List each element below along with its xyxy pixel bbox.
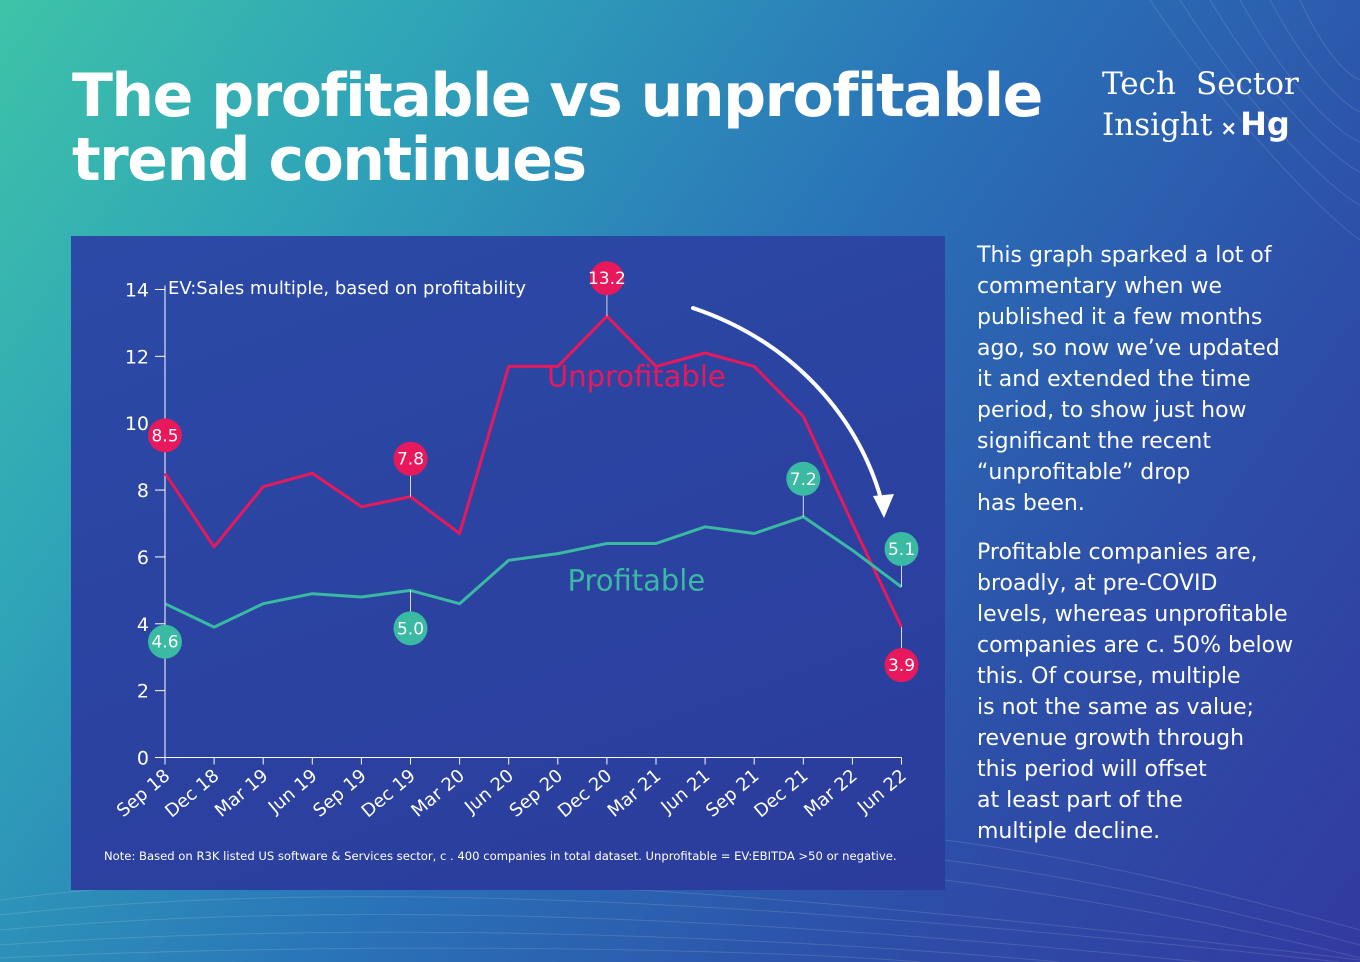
chart-title: EV:Sales multiple, based on profitabilit… [168,278,527,299]
series-line-profitable [164,515,903,629]
brand-logo: Tech Sector Insight × Hg [1102,64,1302,148]
commentary-paragraph-1: This graph sparked a lot of commentary w… [977,240,1307,519]
commentary-line: significant the recent [977,429,1211,454]
commentary-line: ago, so now we’ve updated [977,336,1280,361]
data-label: 8.5 [151,426,178,446]
headline-line-2: trend continues [72,125,587,195]
trend-arrow-head [873,494,894,518]
data-label-bubble [884,532,919,567]
data-label-bubble [148,624,182,659]
commentary-line: multiple decline. [977,819,1161,844]
y-tick-label: 8 [137,480,149,502]
commentary-line: published it a few months [977,305,1263,330]
x-tick-label: Dec 18 [161,765,223,822]
commentary-line: this. Of course, multiple [977,664,1241,689]
y-tick-label: 12 [125,346,149,368]
brand-word-tech: Tech [1102,66,1176,102]
y-tick-label: 2 [137,681,149,703]
commentary-line: “unprofitable” drop [977,460,1191,485]
commentary-line: at least part of the [977,788,1183,813]
x-tick-label: Sep 19 [309,765,370,821]
x-tick-label: Dec 21 [750,765,812,822]
headline: The profitable vs unprofitable trend con… [72,61,1043,195]
y-tick-label: 6 [137,547,149,569]
commentary-line: Profitable companies are, [977,540,1258,565]
commentary-line: has been. [977,491,1085,516]
y-tick-label: 14 [125,279,149,301]
data-label: 4.6 [151,633,178,653]
series-name-label: Unprofitable [547,359,726,393]
x-tick-label: Jun 22 [853,765,911,818]
x-tick-label: Dec 20 [554,765,616,822]
chart-note: Note: Based on R3K listed US software & … [104,849,897,863]
brand-word-insight: Insight [1102,107,1213,143]
commentary-line: companies are c. 50% below [977,633,1294,658]
x-tick-label: Sep 21 [702,765,763,821]
series-name-label: Profitable [567,563,705,597]
data-label-bubble [589,261,624,296]
x-tick-label: Mar 22 [800,765,861,821]
commentary-line: it and extended the time [977,367,1251,392]
data-label-bubble [393,441,428,476]
x-tick-label: Mar 21 [604,765,665,821]
commentary-paragraph-2: Profitable companies are, broadly, at pr… [977,537,1307,847]
commentary-line: this period will offset [977,757,1207,782]
commentary-line: revenue growth through [977,726,1245,751]
cross-icon: × [1220,116,1238,140]
y-tick-label: 0 [137,748,149,770]
chart-panel: 0 2 4 6 8 10 12 14 Sep 18 Dec 18 Mar 19 Jun 19 Sep 1… [71,236,945,890]
trend-arrow [691,306,886,512]
x-tick-label: Dec 19 [358,765,420,822]
x-tick-label: Mar 20 [407,765,468,821]
data-label: 5.1 [888,540,915,560]
headline-line-1: The profitable vs unprofitable [72,61,1043,131]
hg-logo: Hg [1240,105,1290,143]
commentary-line: period, to show just how [977,398,1247,423]
data-label: 5.0 [397,619,424,639]
data-label-bubble [393,611,428,646]
commentary: This graph sparked a lot of commentary w… [977,240,1307,865]
x-tick-label: Mar 19 [211,765,272,821]
data-label: 13.2 [588,269,626,289]
commentary-line: This graph sparked a lot of [977,243,1272,268]
commentary-line: commentary when we [977,274,1222,299]
commentary-line: levels, whereas unprofitable [977,602,1288,627]
x-tick-label: Sep 18 [113,765,174,821]
data-label-bubble [884,648,919,683]
data-label: 7.8 [397,450,424,470]
data-label: 7.2 [790,470,817,490]
commentary-line: broadly, at pre-COVID [977,571,1218,596]
y-tick-label: 4 [137,614,149,636]
x-tick-label: Sep 20 [506,765,567,821]
data-label-bubble [148,418,182,453]
y-tick-label: 10 [125,413,149,435]
commentary-line: is not the same as value; [977,695,1255,720]
data-label: 3.9 [888,656,915,676]
brand-word-sector: Sector [1195,66,1299,102]
series-line-unprofitable [163,314,903,628]
data-label-bubble [786,461,821,496]
